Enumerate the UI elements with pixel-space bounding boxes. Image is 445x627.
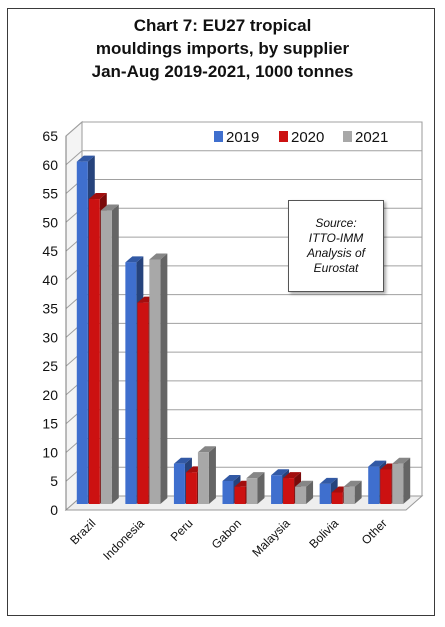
bar-top	[173, 457, 192, 464]
y-tick-label: 30	[42, 329, 58, 345]
bar-front	[343, 486, 355, 504]
gridline-side	[65, 150, 83, 166]
bar-front	[246, 478, 258, 504]
legend-label: 2021	[355, 129, 388, 146]
bar-front	[380, 469, 392, 504]
bar-top	[368, 460, 387, 467]
bar-top	[246, 472, 265, 479]
bar-side	[354, 480, 362, 504]
x-tick-label: Peru	[168, 516, 196, 544]
bar	[295, 480, 314, 504]
bar-top	[149, 253, 168, 260]
bar-front	[197, 452, 209, 504]
source-line-3: Analysis of	[306, 246, 366, 260]
bar-top	[88, 193, 107, 200]
bar-top	[343, 480, 362, 487]
title-line-1: Chart 7: EU27 tropical	[133, 16, 312, 35]
x-tick-label: Bolivia	[306, 516, 341, 551]
y-tick-label: 50	[42, 214, 58, 230]
legend-label: 2019	[226, 129, 259, 146]
bar-top	[100, 204, 119, 211]
bar-front	[76, 161, 88, 504]
bar-front	[319, 483, 331, 504]
legend-swatch	[343, 131, 352, 142]
bar-front	[149, 259, 161, 504]
y-tick-label: 60	[42, 157, 58, 173]
bar-front	[185, 472, 197, 504]
legend-swatch	[214, 131, 223, 142]
bar-front	[88, 199, 100, 505]
bar-top	[319, 477, 338, 484]
y-tick-label: 5	[50, 473, 58, 489]
y-tick-label: 55	[42, 186, 58, 202]
bar-front	[137, 302, 149, 504]
y-tick-label: 25	[42, 358, 58, 374]
source-note: Source: ITTO-IMM Analysis of Eurostat	[288, 200, 384, 292]
bar	[343, 480, 362, 504]
gridline-side	[65, 121, 83, 137]
bar-front	[222, 480, 234, 504]
bar-top	[271, 469, 290, 476]
bar-front	[368, 466, 380, 504]
bar	[392, 457, 411, 504]
bar-side	[160, 253, 168, 504]
bar-top	[295, 480, 314, 487]
bar-front	[392, 463, 404, 504]
title-line-3: Jan-Aug 2019-2021, 1000 tonnes	[91, 62, 354, 81]
bar-front	[234, 486, 246, 504]
source-line-2: ITTO-IMM	[308, 231, 364, 245]
bar-front	[125, 262, 137, 504]
source-line-1: Source:	[315, 216, 357, 230]
y-tick-label: 35	[42, 301, 58, 317]
bar	[246, 472, 265, 504]
bar-front	[295, 486, 307, 504]
bar-top	[392, 457, 411, 464]
bar-side	[208, 446, 216, 504]
bar-top	[197, 446, 216, 453]
y-tick-label: 10	[42, 444, 58, 460]
bar-front	[283, 478, 295, 504]
bar-side	[111, 204, 119, 505]
title-line-2: mouldings imports, by supplier	[95, 39, 350, 58]
legend-label: 2020	[291, 129, 324, 146]
chart-title: Chart 7: EU27 tropical mouldings imports…	[0, 14, 445, 83]
x-tick-label: Other	[359, 516, 390, 547]
legend-swatch	[279, 131, 288, 142]
bar-top	[283, 472, 302, 479]
bar-front	[100, 210, 112, 505]
bar-side	[306, 480, 314, 504]
y-tick-label: 65	[42, 128, 58, 144]
x-tick-label: Brazil	[67, 516, 98, 547]
x-tick-label: Gabon	[209, 516, 244, 551]
y-tick-label: 0	[50, 502, 58, 518]
x-tick-label: Indonesia	[100, 516, 147, 563]
bar-side	[257, 472, 265, 504]
source-line-4: Eurostat	[313, 261, 359, 275]
bar-top	[125, 256, 144, 263]
y-tick-label: 45	[42, 243, 58, 259]
bar	[149, 253, 168, 504]
bar	[197, 446, 216, 504]
y-tick-label: 20	[42, 387, 58, 403]
bar-top	[222, 474, 241, 481]
y-tick-label: 40	[42, 272, 58, 288]
y-tick-label: 15	[42, 416, 58, 432]
bar-side	[403, 457, 411, 504]
x-tick-label: Malaysia	[249, 516, 293, 560]
bar	[100, 204, 119, 505]
bar-front	[271, 475, 283, 504]
bar-top	[76, 155, 95, 162]
bar-front	[331, 492, 343, 504]
bar-front	[173, 463, 185, 504]
